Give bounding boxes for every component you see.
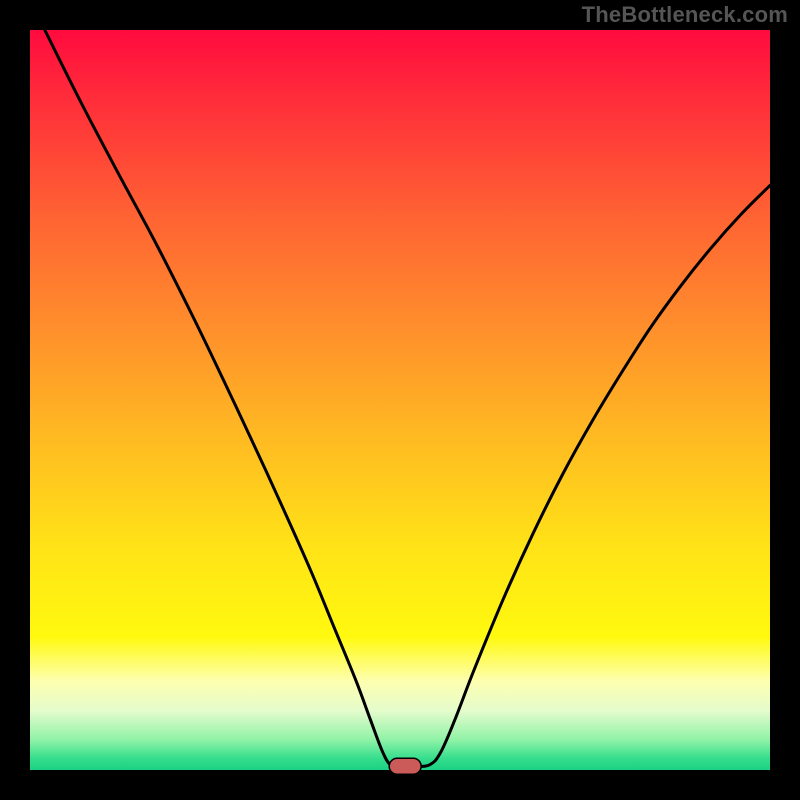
- gradient-background: [30, 30, 770, 770]
- chart-svg: [0, 0, 800, 800]
- watermark-text: TheBottleneck.com: [582, 2, 788, 28]
- optimal-marker: [389, 758, 421, 774]
- chart-container: TheBottleneck.com: [0, 0, 800, 800]
